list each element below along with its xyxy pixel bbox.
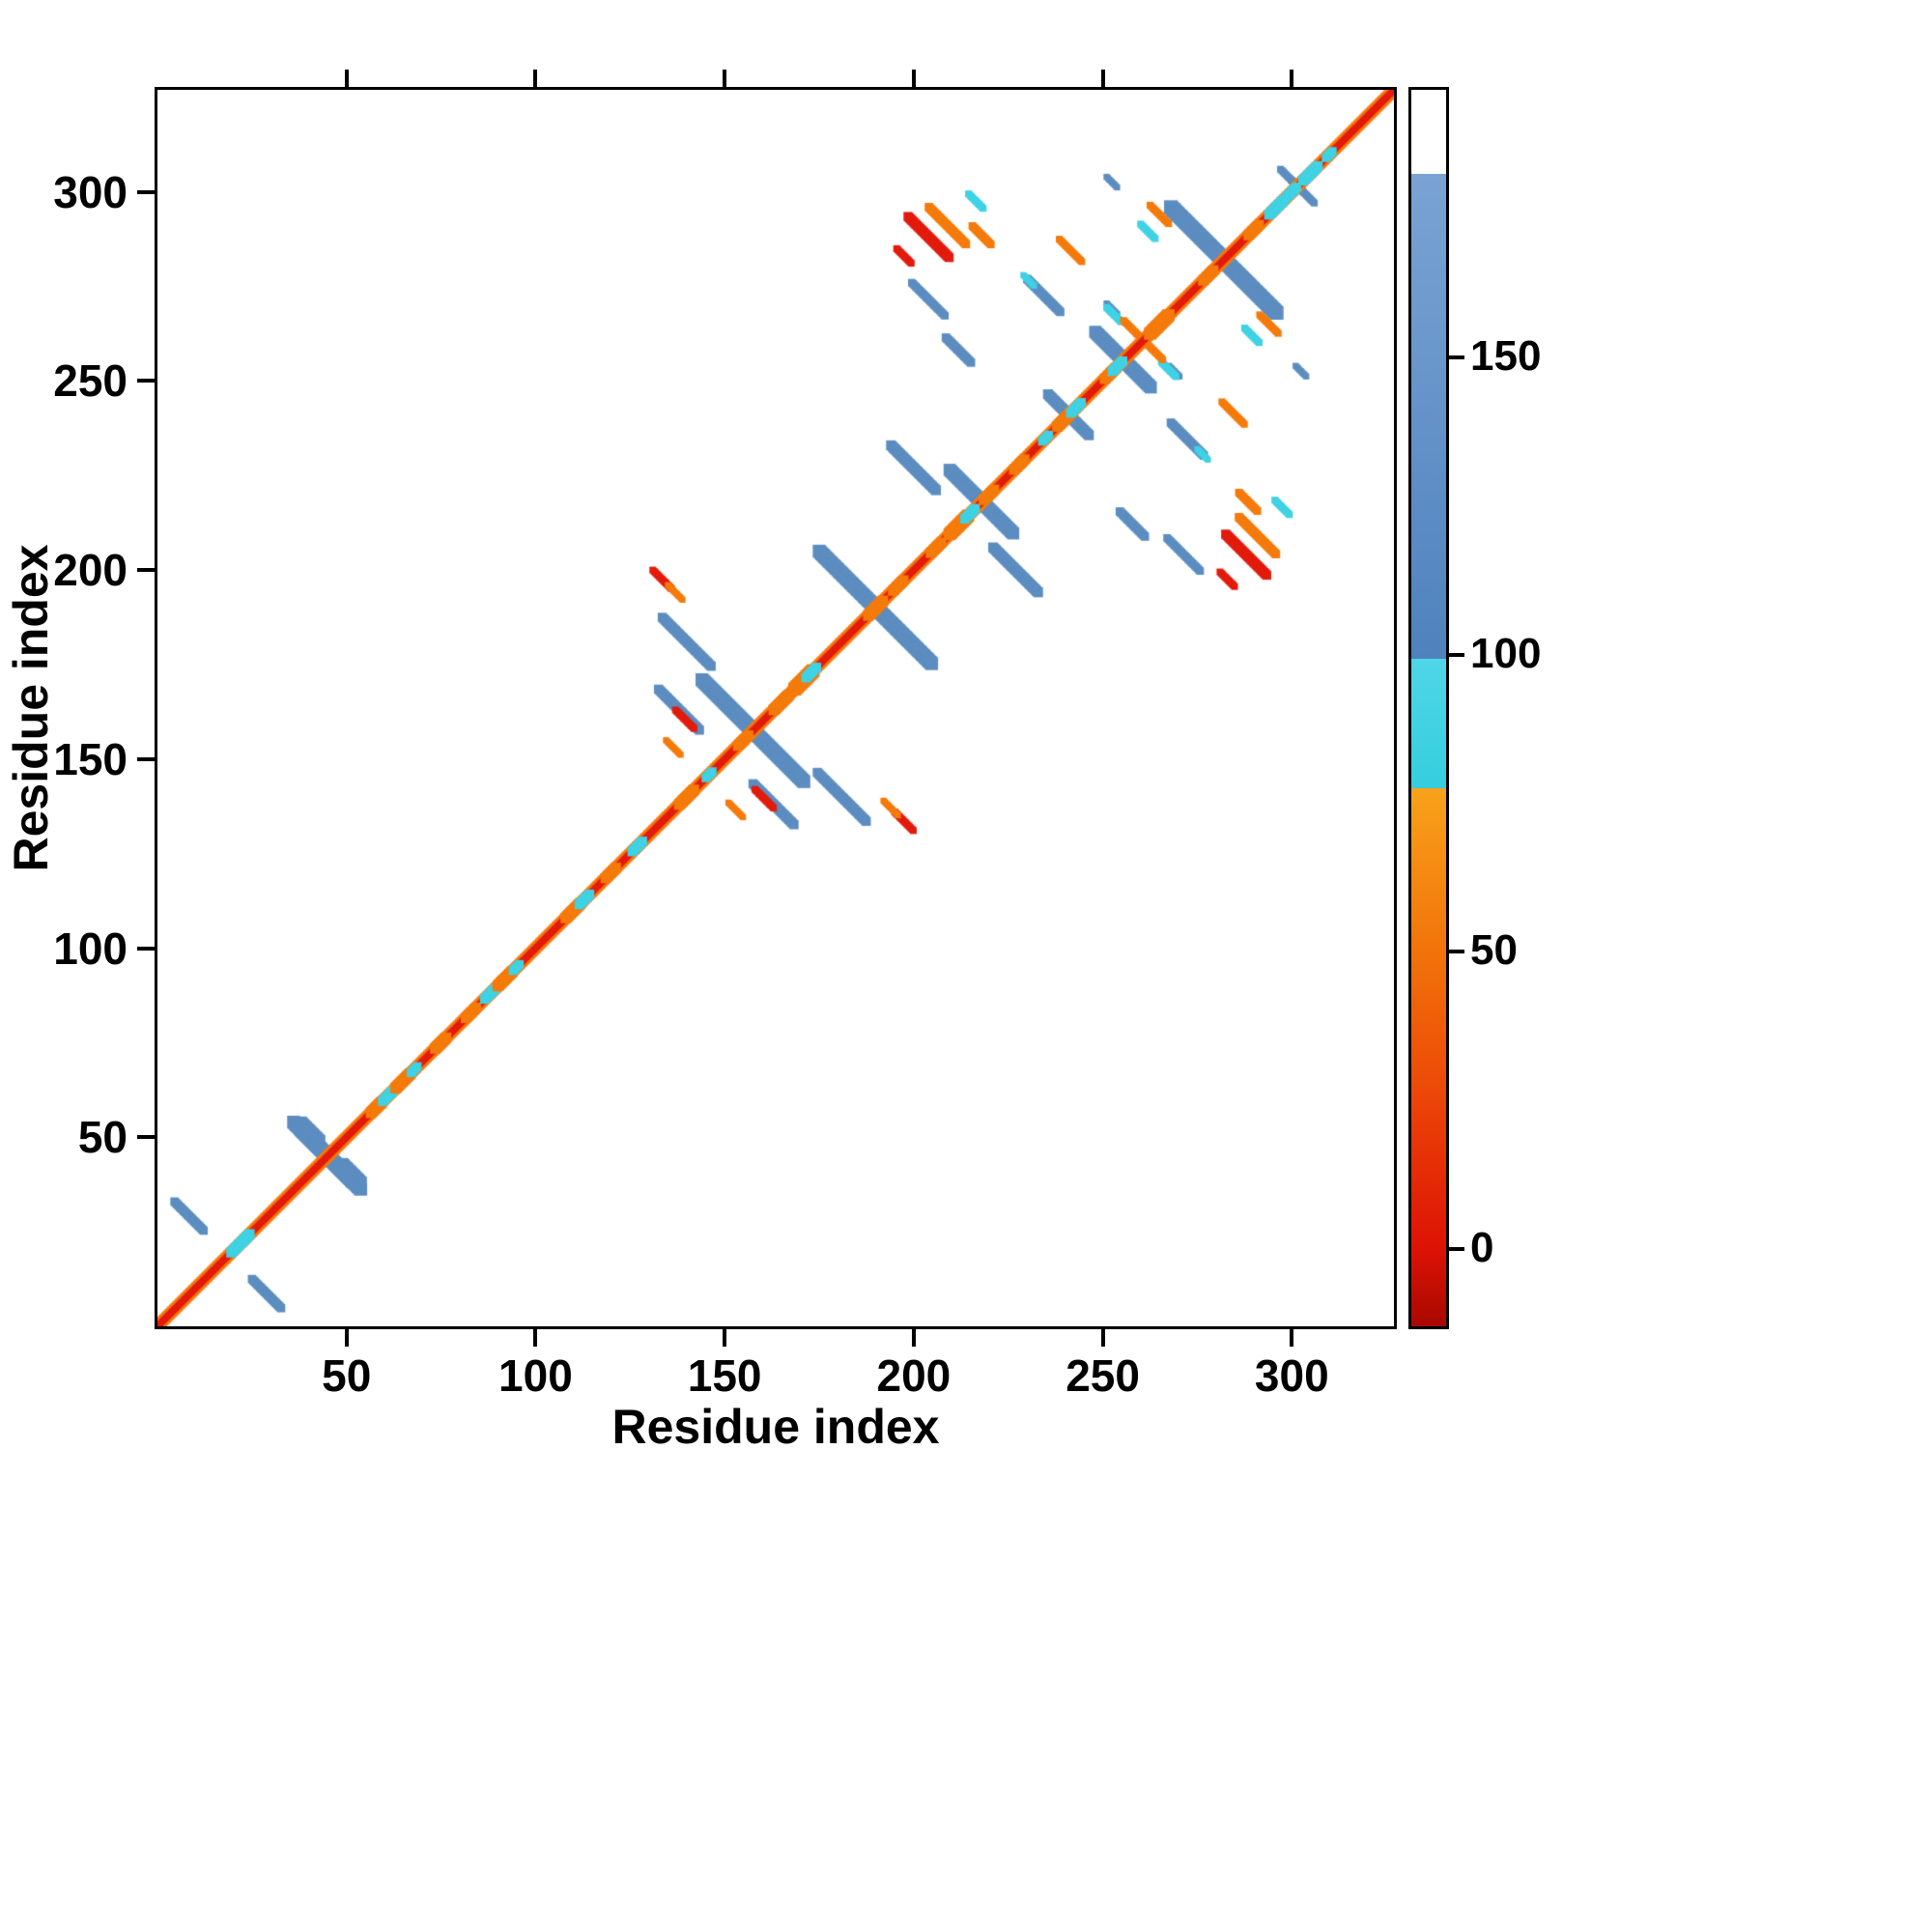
x-axis-tick-150 xyxy=(723,1329,727,1347)
x-axis-tick-label-50: 50 xyxy=(322,1350,372,1401)
y-axis-tick-label-100: 100 xyxy=(53,923,128,974)
contact-map-canvas xyxy=(157,90,1394,1326)
colorbar xyxy=(1408,87,1449,1329)
x-axis-tick-label-300: 300 xyxy=(1254,1350,1329,1401)
colorbar-tick-label-150: 150 xyxy=(1470,331,1542,380)
colorbar-gradient xyxy=(1411,90,1446,1326)
colorbar-tick-150 xyxy=(1449,355,1464,359)
x-axis-tick-100 xyxy=(533,1329,538,1347)
y-axis-tick-250 xyxy=(137,379,155,384)
y-axis-tick-300 xyxy=(137,189,155,194)
x-axis-top-tick-200 xyxy=(911,70,916,87)
x-axis-tick-300 xyxy=(1290,1329,1294,1347)
plot-area xyxy=(155,87,1397,1329)
x-axis-tick-200 xyxy=(911,1329,916,1347)
x-axis-tick-250 xyxy=(1100,1329,1105,1347)
y-axis-tick-150 xyxy=(137,756,155,761)
x-axis-tick-label-150: 150 xyxy=(687,1350,762,1401)
x-axis-top-tick-250 xyxy=(1100,70,1105,87)
x-axis-top-tick-300 xyxy=(1290,70,1294,87)
x-axis-tick-label-250: 250 xyxy=(1065,1350,1140,1401)
x-axis-top-tick-150 xyxy=(723,70,727,87)
colorbar-tick-label-0: 0 xyxy=(1470,1224,1494,1271)
x-axis-tick-label-200: 200 xyxy=(876,1350,952,1401)
x-axis-top-tick-100 xyxy=(533,70,538,87)
y-axis-tick-label-150: 150 xyxy=(53,733,128,784)
y-axis-tick-label-250: 250 xyxy=(53,355,128,407)
y-axis-tick-50 xyxy=(137,1135,155,1140)
x-axis-tick-50 xyxy=(344,1329,349,1347)
colorbar-tick-50 xyxy=(1449,950,1464,954)
y-axis-tick-200 xyxy=(137,568,155,573)
x-axis-top-tick-50 xyxy=(344,70,349,87)
y-axis-tick-label-50: 50 xyxy=(77,1112,128,1163)
colorbar-tick-label-100: 100 xyxy=(1470,629,1542,677)
colorbar-tick-0 xyxy=(1449,1247,1464,1251)
x-axis-title: Residue index xyxy=(611,1400,940,1454)
y-axis-tick-label-300: 300 xyxy=(53,166,128,217)
colorbar-tick-100 xyxy=(1449,652,1464,657)
colorbar-tick-label-50: 50 xyxy=(1470,926,1518,975)
x-axis-tick-label-100: 100 xyxy=(498,1350,573,1401)
y-axis-title: Residue index xyxy=(4,544,58,872)
y-axis-tick-label-200: 200 xyxy=(53,545,128,596)
y-axis-tick-100 xyxy=(137,946,155,951)
